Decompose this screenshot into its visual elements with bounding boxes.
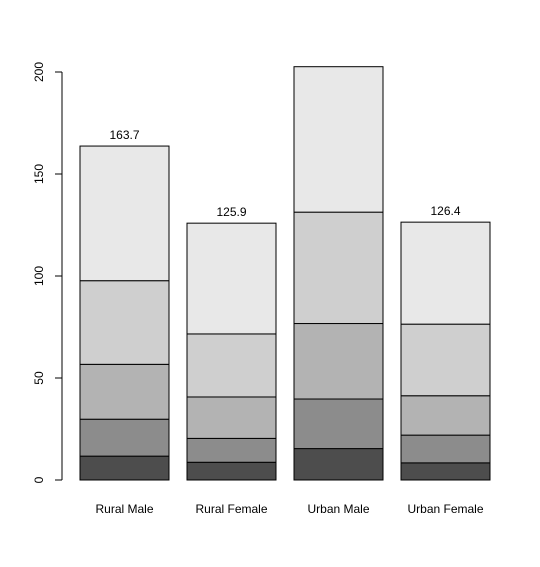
bar-segment-2-3 xyxy=(293,211,384,325)
bar-group-0: 11.729.856.797.7163.7 xyxy=(79,128,170,481)
bar-segment-3-4 xyxy=(400,221,491,325)
bar-segment-1-1 xyxy=(186,437,277,463)
y-tick-label-1: 50 xyxy=(32,371,46,385)
y-tick-label-0: 0 xyxy=(32,476,46,483)
bar-segment-1-2 xyxy=(186,396,277,439)
y-tick-label-3: 150 xyxy=(32,164,46,184)
bar-segment-0-1 xyxy=(79,418,170,457)
y-tick-label-4: 200 xyxy=(32,62,46,82)
bars: 11.729.856.797.7163.78.720.440.771.6125.… xyxy=(79,66,491,481)
bar-segment-2-1 xyxy=(293,398,384,450)
category-label-3: Urban Female xyxy=(407,502,483,516)
y-axis: 0 50 100 150 200 xyxy=(32,62,63,483)
y-tick-label-2: 100 xyxy=(32,266,46,286)
bar-segment-2-0 xyxy=(293,448,384,481)
bar-segment-3-3 xyxy=(400,323,491,397)
bar-segment-2-2 xyxy=(293,323,384,400)
bar-segment-0-0 xyxy=(79,455,170,481)
bar-segment-3-0 xyxy=(400,462,491,481)
data-label-3-4: 126.4 xyxy=(430,204,460,218)
bar-group-2: 15.439.776.7131.3 xyxy=(293,66,384,481)
bar-group-1: 8.720.440.771.6125.9 xyxy=(186,205,277,481)
category-label-2: Urban Male xyxy=(307,502,369,516)
bar-segment-1-3 xyxy=(186,333,277,398)
bar-segment-0-3 xyxy=(79,280,170,365)
bar-segment-0-2 xyxy=(79,363,170,420)
category-label-0: Rural Male xyxy=(95,502,153,516)
bar-group-3: 8.42241.376.4126.4 xyxy=(400,204,491,481)
data-label-0-4: 163.7 xyxy=(109,128,139,142)
category-label-1: Rural Female xyxy=(195,502,267,516)
data-label-1-4: 125.9 xyxy=(216,205,246,219)
category-labels: Rural Male Rural Female Urban Male Urban Fe… xyxy=(95,502,483,516)
bar-segment-3-1 xyxy=(400,434,491,464)
bar-segment-0-4 xyxy=(79,145,170,282)
bar-segment-2-4 xyxy=(293,66,384,213)
bar-segment-1-0 xyxy=(186,461,277,481)
bar-segment-1-4 xyxy=(186,222,277,335)
bar-segment-3-2 xyxy=(400,395,491,436)
